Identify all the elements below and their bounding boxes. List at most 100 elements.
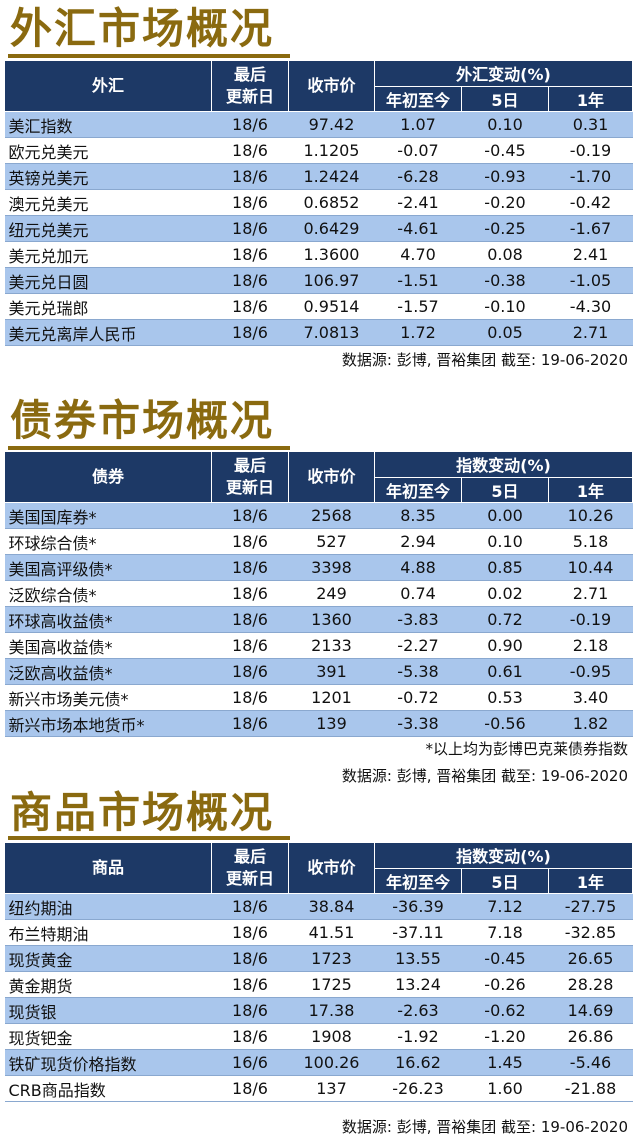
cell-y1: 2.18 (548, 632, 633, 659)
cell-close: 1.1205 (288, 137, 375, 164)
bonds-header-change-group: 指数变动(%) (374, 451, 633, 478)
table-row: 英镑兑美元 18/6 1.2424 -6.28 -0.93 -1.70 (4, 163, 633, 190)
cell-ytd: 4.88 (374, 554, 462, 581)
cell-y1: 10.44 (548, 554, 633, 581)
cell-d5: -0.45 (461, 137, 549, 164)
table-row: 美元兑日圆 18/6 106.97 -1.51 -0.38 -1.05 (4, 267, 633, 294)
bonds-table: 债券 最后 更新日 收市价 指数变动(%) 年初至今 5日 1年 美国国库券* 18… (4, 451, 633, 737)
table-row: 美元兑离岸人民币 18/6 7.0813 1.72 0.05 2.71 (4, 319, 633, 346)
cell-date: 18/6 (211, 945, 289, 972)
cell-close: 1.3600 (288, 241, 375, 268)
cell-close: 100.26 (288, 1049, 375, 1076)
table-row: 现货银 18/6 17.38 -2.63 -0.62 14.69 (4, 997, 633, 1024)
cell-name: 美元兑加元 (4, 241, 212, 268)
cell-ytd: -1.51 (374, 267, 462, 294)
cell-date: 18/6 (211, 111, 289, 138)
cell-date: 18/6 (211, 606, 289, 633)
cell-y1: 2.71 (548, 580, 633, 607)
cell-date: 16/6 (211, 1049, 289, 1076)
cell-name: 美汇指数 (4, 111, 212, 138)
cell-ytd: -0.72 (374, 684, 462, 711)
cell-close: 0.6429 (288, 215, 375, 242)
cell-d5: -0.62 (461, 997, 549, 1024)
table-row: 新兴市场本地货币* 18/6 139 -3.38 -0.56 1.82 (4, 710, 633, 737)
cell-ytd: -36.39 (374, 893, 462, 920)
cell-date: 18/6 (211, 554, 289, 581)
commodities-header-1y: 1年 (548, 867, 633, 894)
cell-d5: 7.12 (461, 893, 549, 920)
cell-close: 1723 (288, 945, 375, 972)
cell-y1: 3.40 (548, 684, 633, 711)
cell-y1: 0.31 (548, 111, 633, 138)
cell-d5: -0.10 (461, 293, 549, 320)
cell-close: 1.2424 (288, 163, 375, 190)
cell-name: 铁矿现货价格指数 (4, 1049, 212, 1076)
cell-d5: 0.05 (461, 319, 549, 346)
cell-ytd: 13.55 (374, 945, 462, 972)
cell-close: 1201 (288, 684, 375, 711)
cell-name: 黄金期货 (4, 971, 212, 998)
cell-d5: 0.53 (461, 684, 549, 711)
table-row: 铁矿现货价格指数 16/6 100.26 16.62 1.45 -5.46 (4, 1049, 633, 1076)
table-row: CRB商品指数 18/6 137 -26.23 1.60 -21.88 (4, 1075, 633, 1102)
cell-y1: -27.75 (548, 893, 633, 920)
commodities-header-close: 收市价 (288, 842, 375, 894)
cell-name: 纽约期油 (4, 893, 212, 920)
table-row: 环球综合债* 18/6 527 2.94 0.10 5.18 (4, 528, 633, 555)
cell-date: 18/6 (211, 137, 289, 164)
cell-name: 欧元兑美元 (4, 137, 212, 164)
cell-date: 18/6 (211, 971, 289, 998)
table-row: 纽约期油 18/6 38.84 -36.39 7.12 -27.75 (4, 893, 633, 920)
cell-d5: 0.02 (461, 580, 549, 607)
cell-ytd: -3.38 (374, 710, 462, 737)
cell-date: 18/6 (211, 189, 289, 216)
table-row: 现货黄金 18/6 1723 13.55 -0.45 26.65 (4, 945, 633, 972)
cell-y1: -5.46 (548, 1049, 633, 1076)
cell-d5: 0.08 (461, 241, 549, 268)
cell-close: 97.42 (288, 111, 375, 138)
cell-name: 泛欧综合债* (4, 580, 212, 607)
cell-date: 18/6 (211, 1023, 289, 1050)
cell-y1: 5.18 (548, 528, 633, 555)
cell-name: 泛欧高收益债* (4, 658, 212, 685)
table-row: 泛欧高收益债* 18/6 391 -5.38 0.61 -0.95 (4, 658, 633, 685)
cell-d5: -0.45 (461, 945, 549, 972)
cell-close: 7.0813 (288, 319, 375, 346)
cell-ytd: -2.63 (374, 997, 462, 1024)
cell-close: 2133 (288, 632, 375, 659)
cell-y1: 26.65 (548, 945, 633, 972)
bonds-source-note: 数据源: 彭博, 晋裕集团 截至: 19-06-2020 (341, 767, 628, 785)
cell-name: 新兴市场美元债* (4, 684, 212, 711)
cell-d5: -0.38 (461, 267, 549, 294)
cell-ytd: -6.28 (374, 163, 462, 190)
cell-y1: -0.19 (548, 606, 633, 633)
cell-y1: 2.41 (548, 241, 633, 268)
table-row: 新兴市场美元债* 18/6 1201 -0.72 0.53 3.40 (4, 684, 633, 711)
cell-d5: -0.20 (461, 189, 549, 216)
cell-d5: 7.18 (461, 919, 549, 946)
cell-ytd: 13.24 (374, 971, 462, 998)
cell-close: 249 (288, 580, 375, 607)
cell-d5: 0.72 (461, 606, 549, 633)
cell-close: 3398 (288, 554, 375, 581)
commodities-header-5d: 5日 (461, 867, 549, 894)
cell-name: 环球高收益债* (4, 606, 212, 633)
cell-date: 18/6 (211, 632, 289, 659)
cell-d5: -0.25 (461, 215, 549, 242)
cell-close: 0.9514 (288, 293, 375, 320)
cell-d5: -0.56 (461, 710, 549, 737)
fx-header-5d: 5日 (461, 85, 549, 112)
cell-ytd: -0.07 (374, 137, 462, 164)
cell-d5: 0.90 (461, 632, 549, 659)
cell-d5: -1.20 (461, 1023, 549, 1050)
cell-name: 澳元兑美元 (4, 189, 212, 216)
table-row: 美国国库券* 18/6 2568 8.35 0.00 10.26 (4, 502, 633, 529)
fx-header-ytd: 年初至今 (374, 85, 462, 112)
cell-date: 18/6 (211, 319, 289, 346)
cell-date: 18/6 (211, 215, 289, 242)
table-row: 美元兑瑞郎 18/6 0.9514 -1.57 -0.10 -4.30 (4, 293, 633, 320)
cell-ytd: 8.35 (374, 502, 462, 529)
cell-close: 17.38 (288, 997, 375, 1024)
cell-ytd: 1.07 (374, 111, 462, 138)
cell-ytd: -5.38 (374, 658, 462, 685)
